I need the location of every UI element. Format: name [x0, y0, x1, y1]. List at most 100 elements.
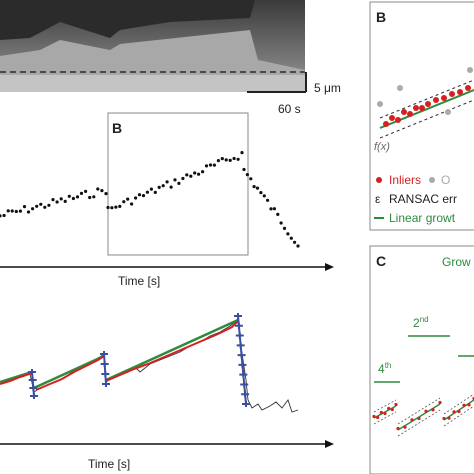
data-point [55, 200, 59, 204]
data-point [276, 212, 280, 216]
inlier-point [410, 418, 414, 422]
data-point [242, 167, 246, 172]
inlier-point [372, 414, 376, 419]
data-point [189, 174, 193, 178]
inlier-point [465, 85, 471, 91]
data-point [118, 204, 122, 208]
data-point [157, 185, 161, 189]
fit-band [373, 399, 397, 413]
growth-fit-1 [0, 370, 33, 384]
outlier-point [445, 109, 451, 115]
bottom-plot-xlabel: Time [s] [88, 457, 130, 471]
shrink-line [237, 315, 247, 405]
data-point [84, 189, 88, 193]
data-point [71, 196, 75, 201]
right-panel-b-label: B [376, 9, 386, 25]
inlier-point [383, 121, 389, 127]
inlier-point [383, 411, 387, 416]
data-point [134, 196, 138, 200]
data-point [114, 205, 118, 209]
ransac-band-lower [379, 99, 474, 139]
right-panel-c: C Grow 2nd 4th [369, 245, 474, 474]
data-point [165, 180, 169, 184]
inlier-point [449, 91, 455, 97]
outlier-point [377, 101, 383, 107]
inlier-point [394, 402, 398, 407]
inlier-point [417, 416, 421, 421]
shrink-marker [30, 393, 38, 399]
data-point [110, 206, 114, 210]
data-point [279, 221, 283, 225]
shrink-marker [238, 361, 247, 368]
data-point [51, 198, 55, 202]
data-point [232, 156, 236, 161]
data-point [289, 236, 293, 240]
inlier-point [447, 416, 451, 420]
inliers-trace-1 [0, 372, 33, 385]
inlier-point [419, 105, 425, 111]
data-point [59, 197, 63, 201]
shrink-marker [234, 322, 243, 329]
data-point [296, 244, 300, 248]
data-point [161, 184, 165, 188]
inlier-point [431, 408, 435, 412]
inlier-point [467, 403, 471, 407]
data-point [10, 209, 14, 213]
shrink-marker [100, 351, 108, 357]
data-point [153, 190, 157, 194]
legend-outliers-text: O [441, 173, 450, 187]
data-point [201, 170, 205, 174]
inliers-trace-3 [105, 320, 239, 382]
data-point [43, 205, 47, 209]
data-point [255, 186, 260, 190]
shrink-marker [100, 361, 109, 367]
shrink-marker [240, 381, 249, 388]
inlier-point [395, 117, 401, 123]
inlier-point [457, 89, 463, 95]
data-point [236, 157, 240, 161]
legend-ransac-text: RANSAC err [389, 192, 457, 206]
linear-growth-fit [379, 89, 474, 129]
right-panel-c-box [369, 245, 474, 474]
data-point [14, 209, 18, 214]
data-point [259, 191, 263, 195]
fit-band [397, 409, 441, 437]
shrink-marker [101, 371, 110, 377]
data-point [293, 240, 297, 244]
data-point [92, 195, 96, 199]
data-point [26, 210, 31, 214]
data-point [35, 204, 39, 208]
outlier-point [467, 67, 473, 73]
data-point [266, 198, 270, 202]
growth-fit-3 [105, 318, 239, 382]
inlier-point [379, 410, 383, 415]
shrink-marker [242, 401, 250, 407]
scale-length-label: 5 μm [314, 81, 341, 95]
inlier-point [452, 410, 456, 414]
data-point [67, 194, 71, 198]
data-point [22, 205, 27, 209]
fx-label: f(x) [374, 141, 390, 153]
legend-inliers-text: Inliers [389, 173, 421, 187]
data-point [47, 203, 51, 207]
inlier-point [389, 115, 395, 121]
inlier-point [462, 403, 466, 407]
top-plot: B Time [s] [0, 112, 334, 288]
inliers-trace-2 [35, 355, 105, 391]
legend-epsilon-marker: ε [375, 192, 381, 206]
data-point [173, 178, 177, 182]
bottom-plot: Time [s] [0, 313, 334, 471]
shrink-marker [102, 381, 110, 387]
inlier-point [387, 406, 391, 411]
raw-trace [0, 319, 299, 413]
inlier-point [441, 95, 447, 101]
data-point [141, 194, 146, 198]
inlier-point [424, 409, 428, 413]
fit-band [443, 405, 474, 427]
shrink-line [103, 353, 107, 385]
data-point [272, 207, 276, 211]
data-point [204, 164, 209, 168]
inlier-point [438, 400, 442, 405]
data-point [220, 157, 224, 161]
ransac-band-upper [379, 79, 474, 119]
